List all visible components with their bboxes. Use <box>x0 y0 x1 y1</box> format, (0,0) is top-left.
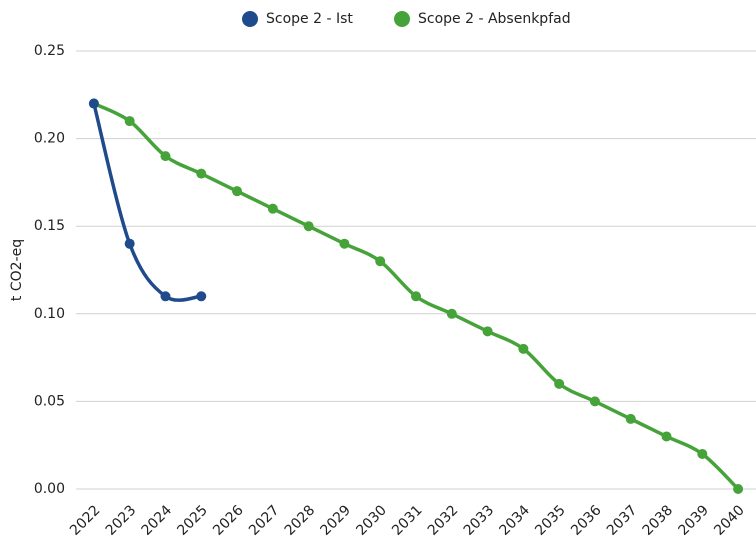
x-tick-label: 2030 <box>353 502 390 538</box>
y-tick-label: 0.00 <box>34 481 65 497</box>
point <box>518 343 529 354</box>
x-tick-label: 2039 <box>675 502 712 538</box>
legend-marker <box>242 11 258 27</box>
point <box>160 291 171 302</box>
x-tick-label: 2032 <box>425 502 462 538</box>
point <box>196 168 207 179</box>
y-tick-label: 0.05 <box>34 393 65 409</box>
series <box>88 98 744 494</box>
point <box>303 221 314 232</box>
point <box>482 326 493 337</box>
y-tick-label: 0.25 <box>34 43 65 59</box>
x-tick-label: 2033 <box>461 502 498 538</box>
point <box>697 448 708 459</box>
point <box>339 238 350 249</box>
x-tick-label: 2036 <box>568 502 605 538</box>
point <box>661 431 672 442</box>
series <box>88 98 207 302</box>
x-tick-label: 2024 <box>139 502 176 538</box>
x-tick-label: 2023 <box>103 502 140 538</box>
line <box>92 103 202 302</box>
point <box>267 203 278 214</box>
point <box>124 238 135 249</box>
x-tick-label: 2031 <box>389 502 426 538</box>
point <box>589 396 600 407</box>
legend-marker <box>394 11 410 27</box>
x-tick-label: 2025 <box>174 502 211 538</box>
point <box>196 291 207 302</box>
y-axis-label: t CO2-eq <box>9 239 25 301</box>
x-tick-label: 2028 <box>282 502 319 538</box>
x-tick-label: 2034 <box>497 502 534 538</box>
x-tick-label: 2037 <box>604 502 641 538</box>
y-tick-label: 0.15 <box>34 218 65 234</box>
x-tick-label: 2022 <box>67 502 104 538</box>
point <box>232 186 243 197</box>
point <box>411 291 421 302</box>
point <box>88 98 99 109</box>
x-tick-label: 2026 <box>210 502 247 538</box>
x-tick-label: 2029 <box>318 502 355 538</box>
x-tick-label: 2040 <box>711 502 748 538</box>
x-tick-label: 2038 <box>640 502 677 538</box>
point <box>625 413 636 424</box>
y-tick-label: 0.20 <box>34 131 65 147</box>
legend-label: Scope 2 - Ist <box>266 11 353 27</box>
point <box>160 151 171 162</box>
x-tick-label: 2027 <box>246 502 283 538</box>
y-tick-label: 0.10 <box>34 306 65 322</box>
point <box>375 256 386 267</box>
point <box>733 484 744 494</box>
point <box>554 378 565 389</box>
legend-label: Scope 2 - Absenkpfad <box>418 11 571 27</box>
x-tick-label: 2035 <box>532 502 569 538</box>
point <box>446 308 457 319</box>
point <box>124 116 135 127</box>
